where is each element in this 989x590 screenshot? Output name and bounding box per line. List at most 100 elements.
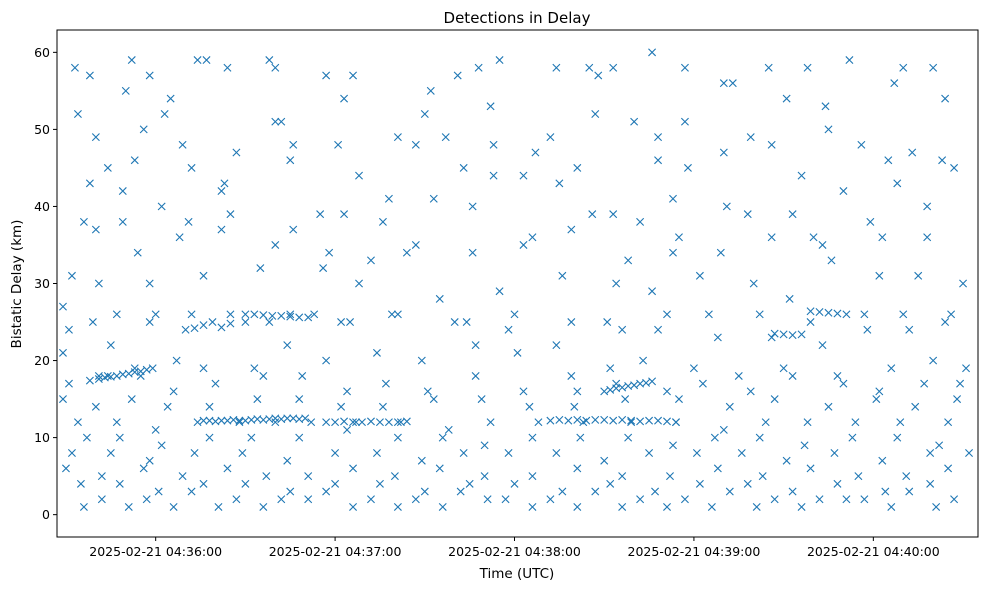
- data-point: [618, 325, 627, 334]
- data-point: [573, 163, 582, 172]
- data-point: [680, 495, 689, 504]
- data-point: [839, 379, 848, 388]
- data-point: [124, 502, 133, 511]
- data-point: [785, 294, 794, 303]
- data-point: [142, 495, 151, 504]
- data-point: [286, 312, 295, 321]
- data-point: [124, 369, 133, 378]
- data-point: [190, 324, 199, 333]
- data-point: [920, 379, 929, 388]
- data-point: [393, 310, 402, 319]
- data-point: [809, 233, 818, 242]
- data-point: [375, 479, 384, 488]
- data-point: [893, 433, 902, 442]
- data-point: [872, 395, 881, 404]
- data-point: [91, 402, 100, 411]
- data-point: [322, 418, 331, 427]
- data-point: [474, 63, 483, 72]
- data-point: [178, 472, 187, 481]
- data-point: [97, 495, 106, 504]
- data-point: [241, 479, 250, 488]
- data-point: [573, 464, 582, 473]
- data-point: [519, 240, 528, 249]
- data-point: [788, 487, 797, 496]
- data-point: [528, 433, 537, 442]
- data-point: [426, 86, 435, 95]
- data-point: [187, 163, 196, 172]
- data-point: [639, 356, 648, 365]
- data-point: [779, 330, 788, 339]
- data-point: [226, 319, 235, 328]
- data-point: [378, 402, 387, 411]
- data-point: [238, 449, 247, 458]
- data-point: [926, 449, 935, 458]
- data-point: [145, 318, 154, 327]
- data-point: [680, 63, 689, 72]
- data-point: [827, 256, 836, 265]
- data-point: [223, 464, 232, 473]
- data-point: [384, 418, 393, 427]
- data-point: [645, 416, 654, 425]
- data-point: [573, 502, 582, 511]
- data-point: [806, 464, 815, 473]
- data-point: [752, 502, 761, 511]
- data-point: [438, 433, 447, 442]
- data-point: [73, 418, 82, 427]
- data-point: [710, 433, 719, 442]
- data-point: [767, 233, 776, 242]
- data-point: [573, 415, 582, 424]
- data-point: [468, 248, 477, 257]
- data-point: [88, 318, 97, 327]
- data-point: [743, 210, 752, 219]
- data-point: [163, 402, 172, 411]
- data-point: [334, 140, 343, 149]
- data-point: [923, 202, 932, 211]
- y-axis-title: Bistatic Delay (km): [9, 220, 25, 349]
- data-point: [256, 264, 265, 273]
- data-point: [627, 418, 636, 427]
- data-point: [495, 287, 504, 296]
- data-point: [181, 325, 190, 334]
- data-point: [552, 341, 561, 350]
- data-point: [402, 417, 411, 426]
- data-point: [905, 487, 914, 496]
- data-point: [663, 387, 672, 396]
- x-tick-label: 2025-02-21 04:37:00: [269, 544, 402, 559]
- y-tick-label: 40: [34, 199, 50, 214]
- data-point: [941, 94, 950, 103]
- data-point: [830, 449, 839, 458]
- data-point: [411, 495, 420, 504]
- data-point: [528, 233, 537, 242]
- data-point: [669, 194, 677, 203]
- data-point: [91, 133, 100, 142]
- data-point: [654, 133, 663, 142]
- data-point: [651, 487, 660, 496]
- data-point: [887, 502, 896, 511]
- data-point: [719, 148, 728, 157]
- data-point: [307, 418, 316, 427]
- y-tick-label: 10: [34, 430, 50, 445]
- data-point: [845, 56, 854, 65]
- data-point: [259, 371, 268, 380]
- data-point: [962, 364, 971, 373]
- data-point: [411, 140, 420, 149]
- data-point: [349, 464, 358, 473]
- data-point: [331, 479, 340, 488]
- data-point: [564, 416, 573, 425]
- data-point: [489, 171, 498, 180]
- data-point: [815, 495, 824, 504]
- data-point: [944, 464, 953, 473]
- data-point: [283, 414, 292, 423]
- data-point: [860, 495, 869, 504]
- data-point: [232, 495, 241, 504]
- data-point: [94, 279, 103, 288]
- data-point: [346, 318, 355, 327]
- data-point: [250, 364, 259, 373]
- data-point: [58, 395, 67, 404]
- data-point: [444, 425, 453, 434]
- data-point: [70, 63, 79, 72]
- data-point: [513, 348, 522, 357]
- data-point: [725, 487, 734, 496]
- data-point: [857, 140, 866, 149]
- data-point: [923, 233, 932, 242]
